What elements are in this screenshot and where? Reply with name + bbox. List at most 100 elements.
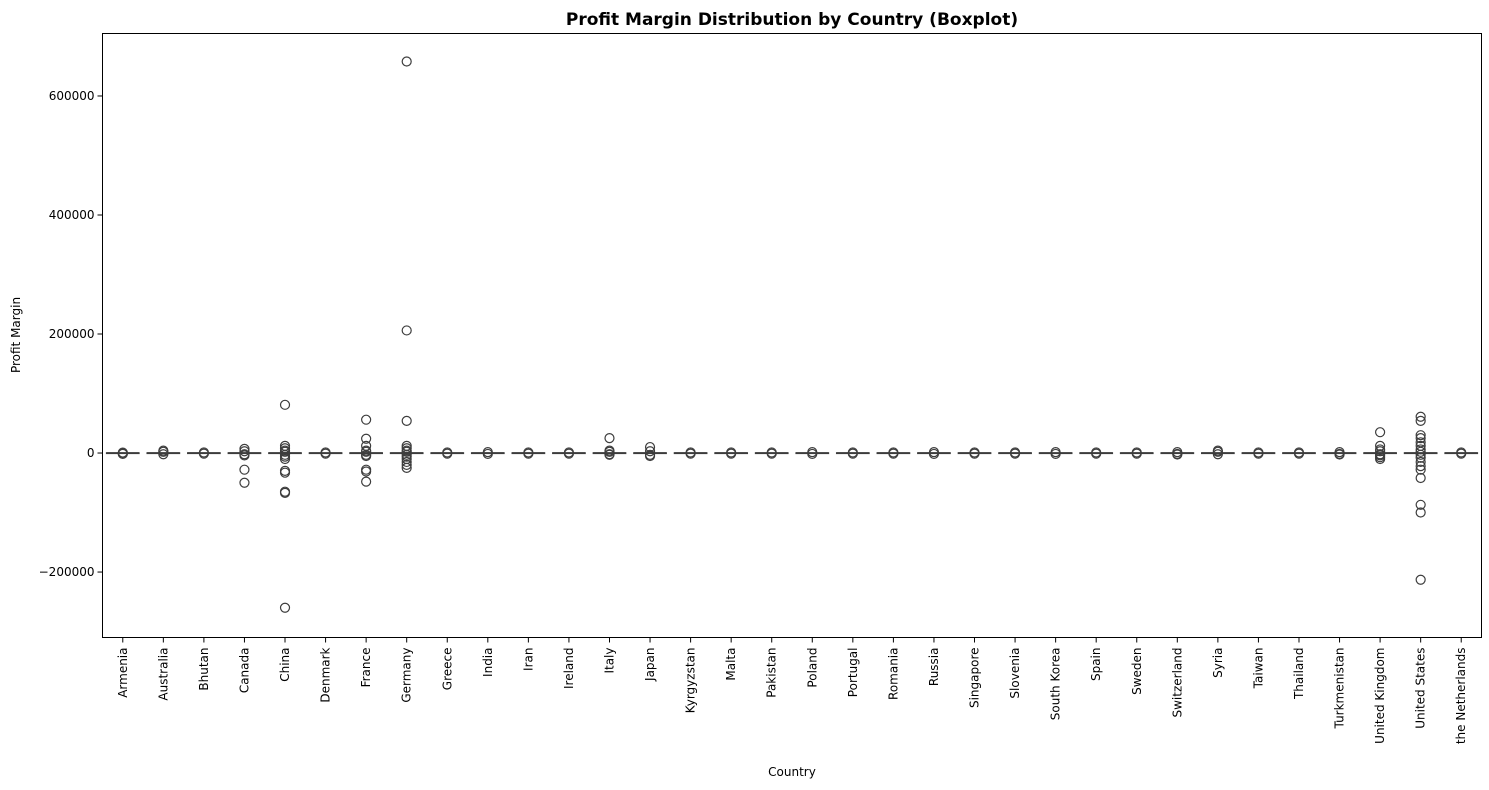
box-group [876, 447, 911, 459]
box-group [1200, 445, 1235, 460]
box-group [795, 447, 830, 460]
box-group [187, 447, 221, 459]
x-tick-label: Malta [724, 648, 738, 681]
box-group [998, 447, 1032, 459]
y-axis: −200000 0 200000 400000 600000 [39, 89, 103, 579]
x-tick-label: South Korea [1049, 648, 1063, 721]
outlier-point [1415, 433, 1426, 444]
outlier-point [1415, 464, 1426, 475]
x-tick-label: Sweden [1130, 648, 1144, 695]
x-tick-label: Canada [237, 648, 251, 694]
outlier-point [847, 448, 858, 459]
outlier-point [604, 449, 615, 460]
outlier-point [1334, 449, 1345, 460]
outlier-point [1293, 448, 1305, 459]
outlier-point [928, 448, 940, 460]
outlier-point [644, 450, 656, 462]
y-tick-label: 600000 [49, 89, 95, 103]
box-group [917, 447, 951, 460]
plot-frame [102, 33, 1482, 638]
outlier-point [1091, 448, 1102, 459]
x-tick-label: Germany [400, 648, 414, 703]
x-tick-label: Australia [156, 648, 170, 701]
x-tick-label: the Netherlands [1454, 648, 1468, 745]
outlier-point [969, 448, 980, 459]
outlier-point [1212, 449, 1223, 460]
outlier-point [361, 414, 372, 425]
outlier-point [726, 448, 737, 459]
outlier-point [442, 448, 453, 459]
outlier-point [239, 477, 250, 488]
x-tick-label: France [359, 648, 373, 688]
plot-content [105, 56, 1479, 613]
box-group [430, 447, 465, 459]
outlier-point [158, 449, 169, 460]
chart-title: Profit Margin Distribution by Country (B… [566, 10, 1018, 30]
box-group [592, 433, 627, 460]
outlier-point [320, 448, 331, 459]
box-group [308, 447, 343, 459]
box-group [835, 447, 870, 459]
outlier-point [401, 56, 412, 67]
outlier-point [1415, 574, 1426, 585]
x-tick-label: Syria [1211, 648, 1225, 678]
outlier-point [1456, 448, 1467, 459]
outlier-point [1415, 461, 1426, 472]
y-tick-label: 0 [87, 446, 95, 460]
x-tick-label: India [481, 648, 495, 677]
x-tick-label: Switzerland [1170, 648, 1184, 718]
outlier-point [401, 456, 412, 468]
y-tick-label: 400000 [49, 208, 95, 222]
x-tick-label: Thailand [1292, 648, 1306, 701]
outlier-point [198, 448, 209, 459]
outlier-point [401, 325, 412, 336]
x-tick-label: China [278, 648, 292, 682]
outlier-point [523, 448, 534, 459]
y-tick-label: 200000 [49, 327, 95, 341]
outlier-point [239, 450, 250, 461]
outlier-point [239, 446, 250, 457]
outlier-point [239, 464, 250, 475]
outlier-point [279, 453, 291, 465]
x-tick-label: Romania [886, 648, 900, 700]
x-tick-label: Spain [1089, 648, 1103, 682]
outlier-point [279, 487, 291, 498]
outlier-point [279, 446, 291, 457]
box-group [714, 447, 749, 459]
outlier-point [1009, 448, 1021, 459]
box-group [105, 447, 140, 460]
outlier-point [361, 466, 372, 477]
outlier-point [279, 399, 291, 410]
y-axis-label: Profit Margin [9, 297, 23, 373]
box-group [1241, 447, 1276, 459]
box-group [1160, 447, 1195, 460]
outlier-point [1415, 456, 1426, 468]
box-group [754, 447, 789, 459]
outlier-point [766, 448, 777, 459]
box-group [470, 447, 505, 460]
outlier-point [1375, 453, 1386, 465]
outlier-point [361, 450, 372, 462]
outlier-point [482, 448, 493, 460]
y-tick-label: −200000 [39, 565, 95, 579]
box-group [227, 443, 262, 488]
outlier-point [1415, 415, 1426, 426]
outlier-point [1415, 452, 1426, 463]
x-tick-label: United Kingdom [1373, 648, 1387, 744]
x-tick-label: Portugal [846, 648, 860, 698]
x-tick-label: Bhutan [197, 648, 211, 691]
outlier-point [1253, 448, 1264, 459]
box-group [268, 399, 302, 613]
outlier-point [1375, 446, 1386, 457]
box-group [1038, 447, 1073, 460]
box-group [673, 447, 708, 459]
box-group [552, 447, 586, 459]
outlier-point [1172, 449, 1183, 460]
outlier-point [1415, 499, 1426, 510]
outlier-point [1415, 472, 1426, 484]
outlier-point [117, 448, 128, 460]
outlier-point [807, 448, 818, 460]
box-group [146, 445, 181, 460]
outlier-point [401, 459, 412, 471]
outlier-point [1415, 446, 1426, 457]
